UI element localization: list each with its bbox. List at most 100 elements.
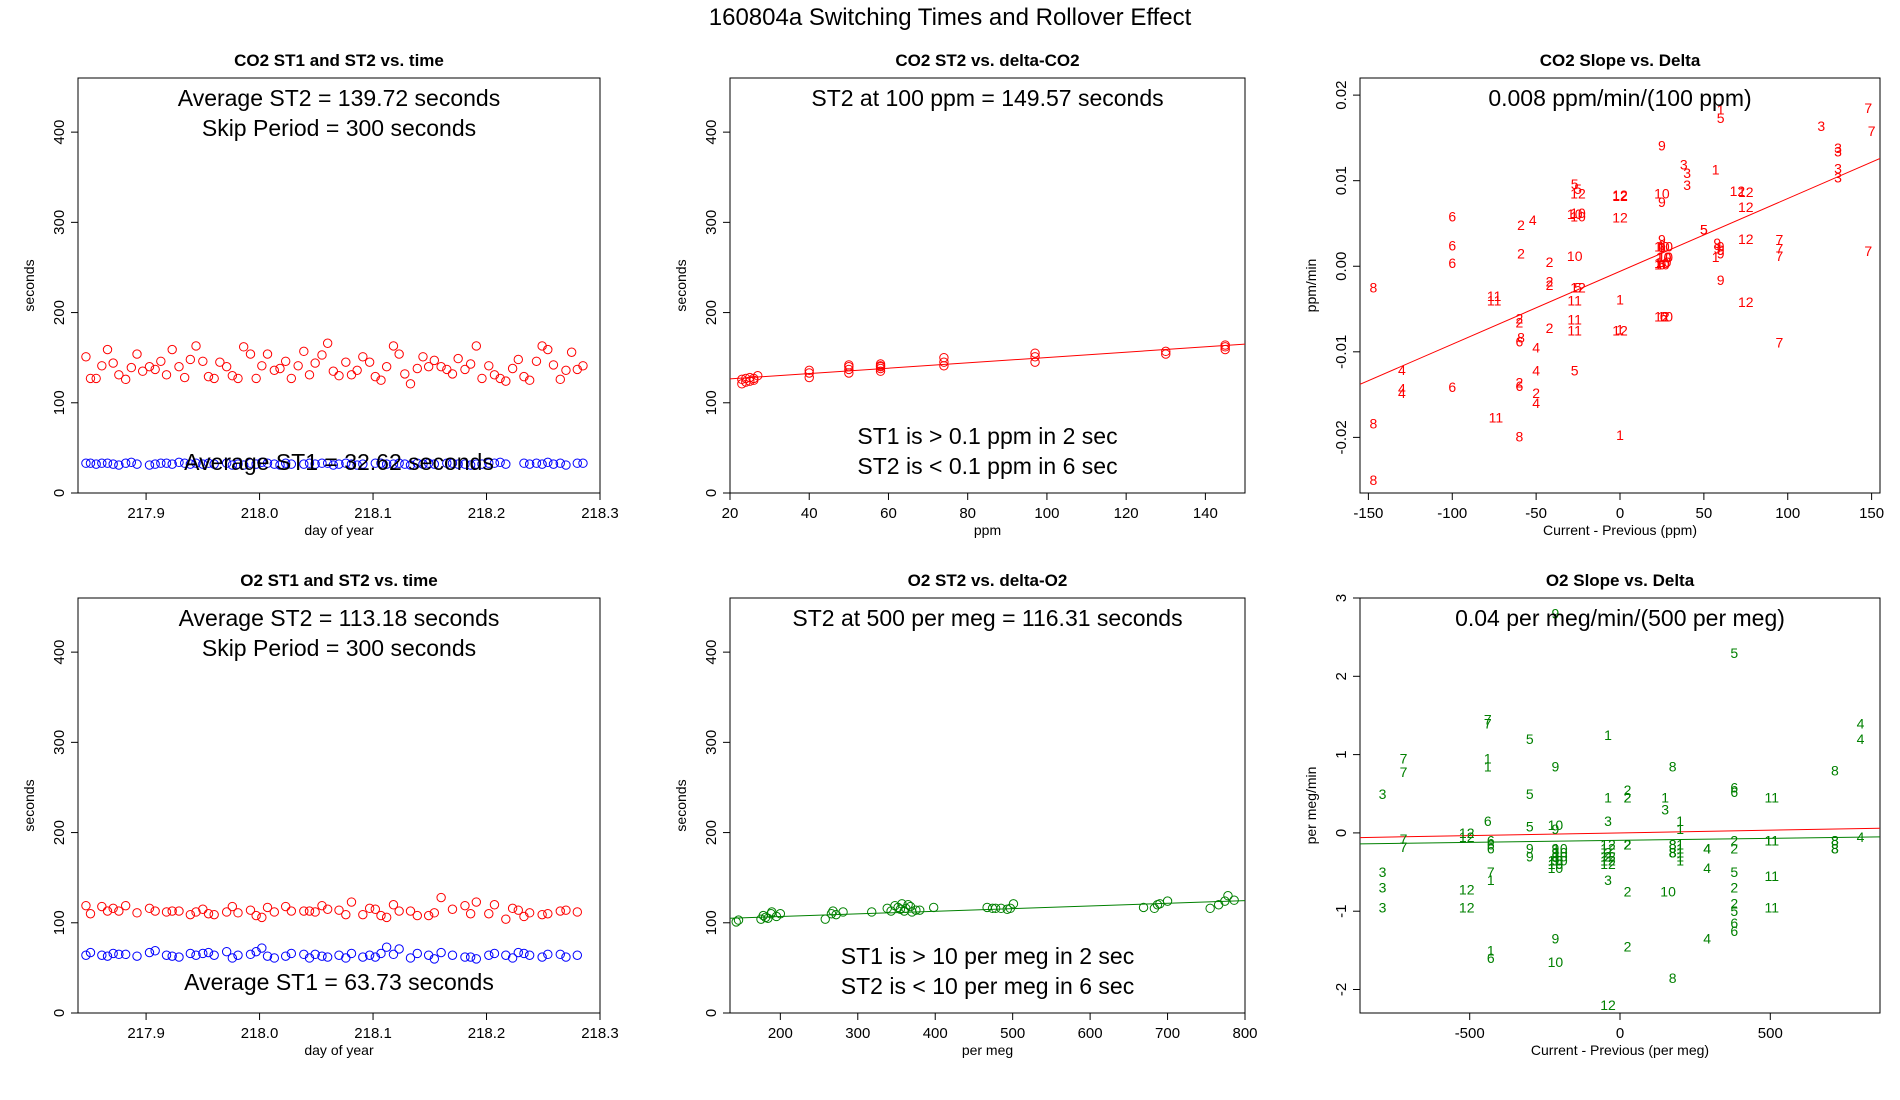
figure-title: 160804a Switching Times and Rollover Eff… (709, 4, 1192, 31)
data-point (352, 365, 362, 376)
point-label: 4 (1532, 363, 1540, 379)
data-point (561, 952, 571, 962)
point-label: 2 (1730, 841, 1738, 857)
x-tick-label: 218.1 (354, 505, 392, 522)
point-label: 7 (1400, 764, 1408, 780)
point-label: 10 (1567, 248, 1583, 264)
point-label: 8 (1370, 280, 1378, 296)
data-point (221, 361, 232, 372)
x-tick-label: -500 (1455, 1025, 1485, 1042)
point-label: 1 (1676, 813, 1684, 829)
data-point (114, 460, 124, 470)
point-label: 9 (1658, 138, 1666, 154)
x-tick-label: 120 (1114, 505, 1139, 522)
data-point (144, 947, 155, 958)
point-label: 7 (1775, 248, 1783, 264)
data-point (293, 361, 303, 371)
data-point (334, 459, 344, 469)
y-axis-label: per meg/min (1303, 767, 1319, 845)
plot-area (730, 340, 1245, 389)
point-label: 9 (1526, 841, 1534, 857)
point-label: 12 (1612, 188, 1628, 204)
data-point (484, 361, 494, 371)
data-point (412, 458, 422, 468)
point-label: 2 (1604, 848, 1612, 864)
point-label: 3 (1661, 801, 1669, 817)
x-tick-label: -50 (1525, 505, 1547, 522)
data-point (341, 458, 351, 468)
point-label: 2 (1546, 254, 1554, 270)
data-point (85, 947, 96, 958)
point-label: 2 (1624, 837, 1632, 853)
data-point (489, 948, 500, 959)
chart-annotation: ST2 is < 0.1 ppm in 6 sec (857, 453, 1117, 479)
data-point (167, 906, 177, 916)
data-point (731, 917, 741, 927)
point-label: 1 (1487, 942, 1495, 958)
y-tick-label: 100 (51, 390, 68, 415)
data-point (555, 949, 565, 960)
point-label: 1 (1676, 841, 1684, 857)
x-axis-label: day of year (304, 522, 374, 538)
data-point (334, 905, 344, 915)
data-point (442, 364, 452, 375)
point-label: 10 (1548, 860, 1564, 876)
data-point (97, 458, 107, 468)
fit-line (1360, 836, 1880, 845)
data-point (388, 459, 399, 469)
point-label: 4 (1532, 340, 1540, 356)
plot-area (81, 338, 588, 470)
data-point (513, 354, 523, 365)
chart-annotation: Average ST1 = 32.62 seconds (184, 449, 494, 475)
point-label: 7 (1864, 100, 1872, 116)
point-label: 6 (1515, 378, 1523, 394)
data-point (484, 909, 494, 919)
point-label: 1 (1676, 844, 1684, 860)
data-point (388, 949, 399, 960)
point-label: 8 (1370, 472, 1378, 488)
data-point (561, 460, 571, 470)
data-point (381, 942, 392, 952)
data-point (245, 349, 256, 359)
y-tick-label: 100 (51, 910, 68, 935)
point-label: 2 (1624, 837, 1632, 853)
point-label: 5 (1526, 819, 1534, 835)
point-label: 4 (1532, 395, 1540, 411)
data-point (495, 457, 505, 468)
point-label: 6 (1658, 239, 1666, 255)
data-point (269, 459, 280, 469)
data-point (429, 459, 440, 469)
point-label: 8 (1831, 841, 1839, 857)
y-tick-label: 400 (703, 640, 720, 665)
data-point (489, 458, 500, 468)
data-point (524, 375, 535, 385)
point-label: 9 (1551, 758, 1559, 774)
fit-line (1360, 157, 1880, 385)
y-axis-label: seconds (673, 259, 689, 311)
data-point (108, 459, 118, 469)
data-point (775, 909, 786, 919)
data-point (269, 953, 280, 963)
data-point (310, 459, 320, 469)
point-label: 12 (1600, 997, 1616, 1013)
point-label: 2 (1624, 837, 1632, 853)
point-label: 12 (1612, 209, 1628, 225)
point-label: 10 (1658, 249, 1674, 265)
point-label: 10 (1548, 856, 1564, 872)
data-point (233, 373, 243, 384)
point-label: 12 (1654, 309, 1670, 325)
y-tick-label: 0.00 (1333, 252, 1350, 281)
data-point (227, 460, 238, 470)
data-point (114, 906, 124, 916)
data-point (572, 907, 583, 917)
point-label: 1 (1604, 790, 1612, 806)
data-point (501, 950, 511, 960)
x-tick-label: 217.9 (127, 505, 165, 522)
point-label: 2 (1624, 790, 1632, 806)
data-point (269, 907, 280, 917)
data-point (185, 354, 196, 365)
data-point (543, 457, 553, 468)
plot-area: 8884446666111111222668228444422222510101… (1360, 100, 1880, 488)
data-point (91, 373, 101, 384)
data-point (364, 357, 375, 367)
